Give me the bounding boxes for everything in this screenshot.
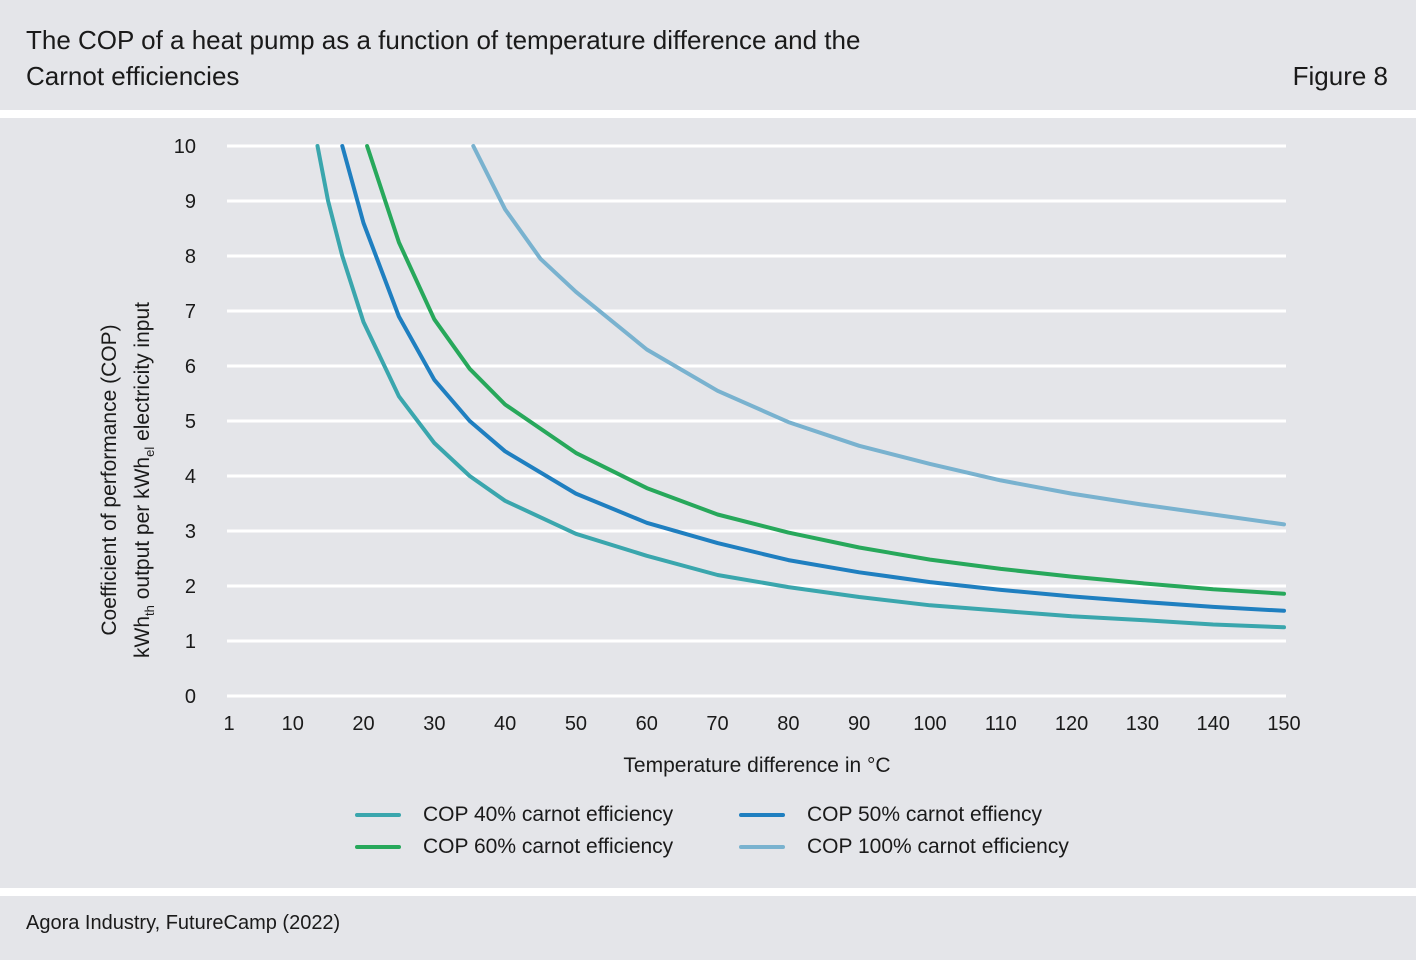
legend-swatch-cop-100 — [739, 845, 785, 849]
x-tick-label: 20 — [352, 713, 374, 735]
y-tick-label: 6 — [185, 356, 196, 378]
legend: COP 40% carnot efficiency COP 50% carnot… — [355, 800, 1115, 880]
y-tick-labels: 0 1 2 3 4 5 6 7 8 9 10 — [174, 136, 196, 708]
x-tick-label: 70 — [706, 713, 728, 735]
legend-label-cop-40: COP 40% carnot efficiency — [423, 803, 674, 826]
legend-label-cop-100: COP 100% carnot efficiency — [807, 835, 1069, 858]
y-tick-label: 8 — [185, 246, 196, 268]
y-tick-label: 7 — [185, 301, 196, 323]
y-tick-label: 2 — [185, 576, 196, 598]
footer: Agora Industry, FutureCamp (2022) — [0, 896, 1416, 960]
y-tick-label: 9 — [185, 191, 196, 213]
x-tick-label: 80 — [777, 713, 799, 735]
y-tick-label: 1 — [185, 631, 196, 653]
figure-label: Figure 8 — [1292, 61, 1388, 91]
series-line-0 — [315, 144, 1286, 630]
chart-panel: 0 1 2 3 4 5 6 7 8 9 10 1 10 20 30 40 50 60 70 80 90 100 110 12… — [0, 118, 1416, 888]
y-tick-label: 0 — [185, 686, 196, 708]
page-title: The COP of a heat pump as a function of … — [26, 25, 861, 91]
x-tick-label: 60 — [636, 713, 658, 735]
legend-item-cop-40: COP 40% carnot efficiency — [355, 800, 673, 830]
series-lines — [315, 144, 1286, 630]
y-axis-label-line2: kWhth output per kWhel electricity input — [131, 302, 157, 658]
x-tick-label: 40 — [494, 713, 516, 735]
x-tick-label: 140 — [1197, 713, 1230, 735]
y-tick-label: 5 — [185, 411, 196, 433]
x-tick-label: 30 — [423, 713, 445, 735]
header: The COP of a heat pump as a function of … — [0, 0, 1416, 110]
legend-label-cop-50: COP 50% carnot effiency — [807, 803, 1043, 826]
y-tick-label: 3 — [185, 521, 196, 543]
x-tick-label: 50 — [565, 713, 587, 735]
legend-item-cop-100: COP 100% carnot efficiency — [739, 832, 1069, 862]
x-tick-label: 150 — [1267, 713, 1300, 735]
y-tick-label: 10 — [174, 136, 196, 158]
x-tick-label: 100 — [913, 713, 946, 735]
y-tick-label: 4 — [185, 466, 196, 488]
legend-item-cop-60: COP 60% carnot efficiency — [355, 832, 673, 862]
legend-swatch-cop-60 — [355, 845, 401, 849]
x-axis-label: Temperature difference in °C — [623, 754, 890, 777]
x-tick-label: 10 — [282, 713, 304, 735]
x-tick-labels: 1 10 20 30 40 50 60 70 80 90 100 110 120 130 140 150 — [223, 713, 1300, 735]
x-tick-label: 90 — [848, 713, 870, 735]
x-tick-label: 130 — [1126, 713, 1159, 735]
x-tick-label: 110 — [985, 713, 1017, 735]
grid-lines — [227, 144, 1286, 698]
legend-swatch-cop-50 — [739, 813, 785, 817]
y-axis-label-line1: Coefficient of performance (COP) — [98, 324, 121, 635]
series-line-3 — [471, 144, 1286, 527]
legend-label-cop-60: COP 60% carnot efficiency — [423, 835, 674, 858]
x-tick-label: 120 — [1055, 713, 1088, 735]
legend-swatch-cop-40 — [355, 813, 401, 817]
source-note: Agora Industry, FutureCamp (2022) — [26, 912, 341, 934]
x-tick-label: 1 — [223, 713, 234, 735]
legend-item-cop-50: COP 50% carnot effiency — [739, 800, 1042, 830]
series-line-1 — [340, 144, 1286, 613]
series-line-2 — [365, 144, 1286, 596]
y-axis-label: Coefficient of performance (COP) kWhth o… — [98, 302, 157, 658]
